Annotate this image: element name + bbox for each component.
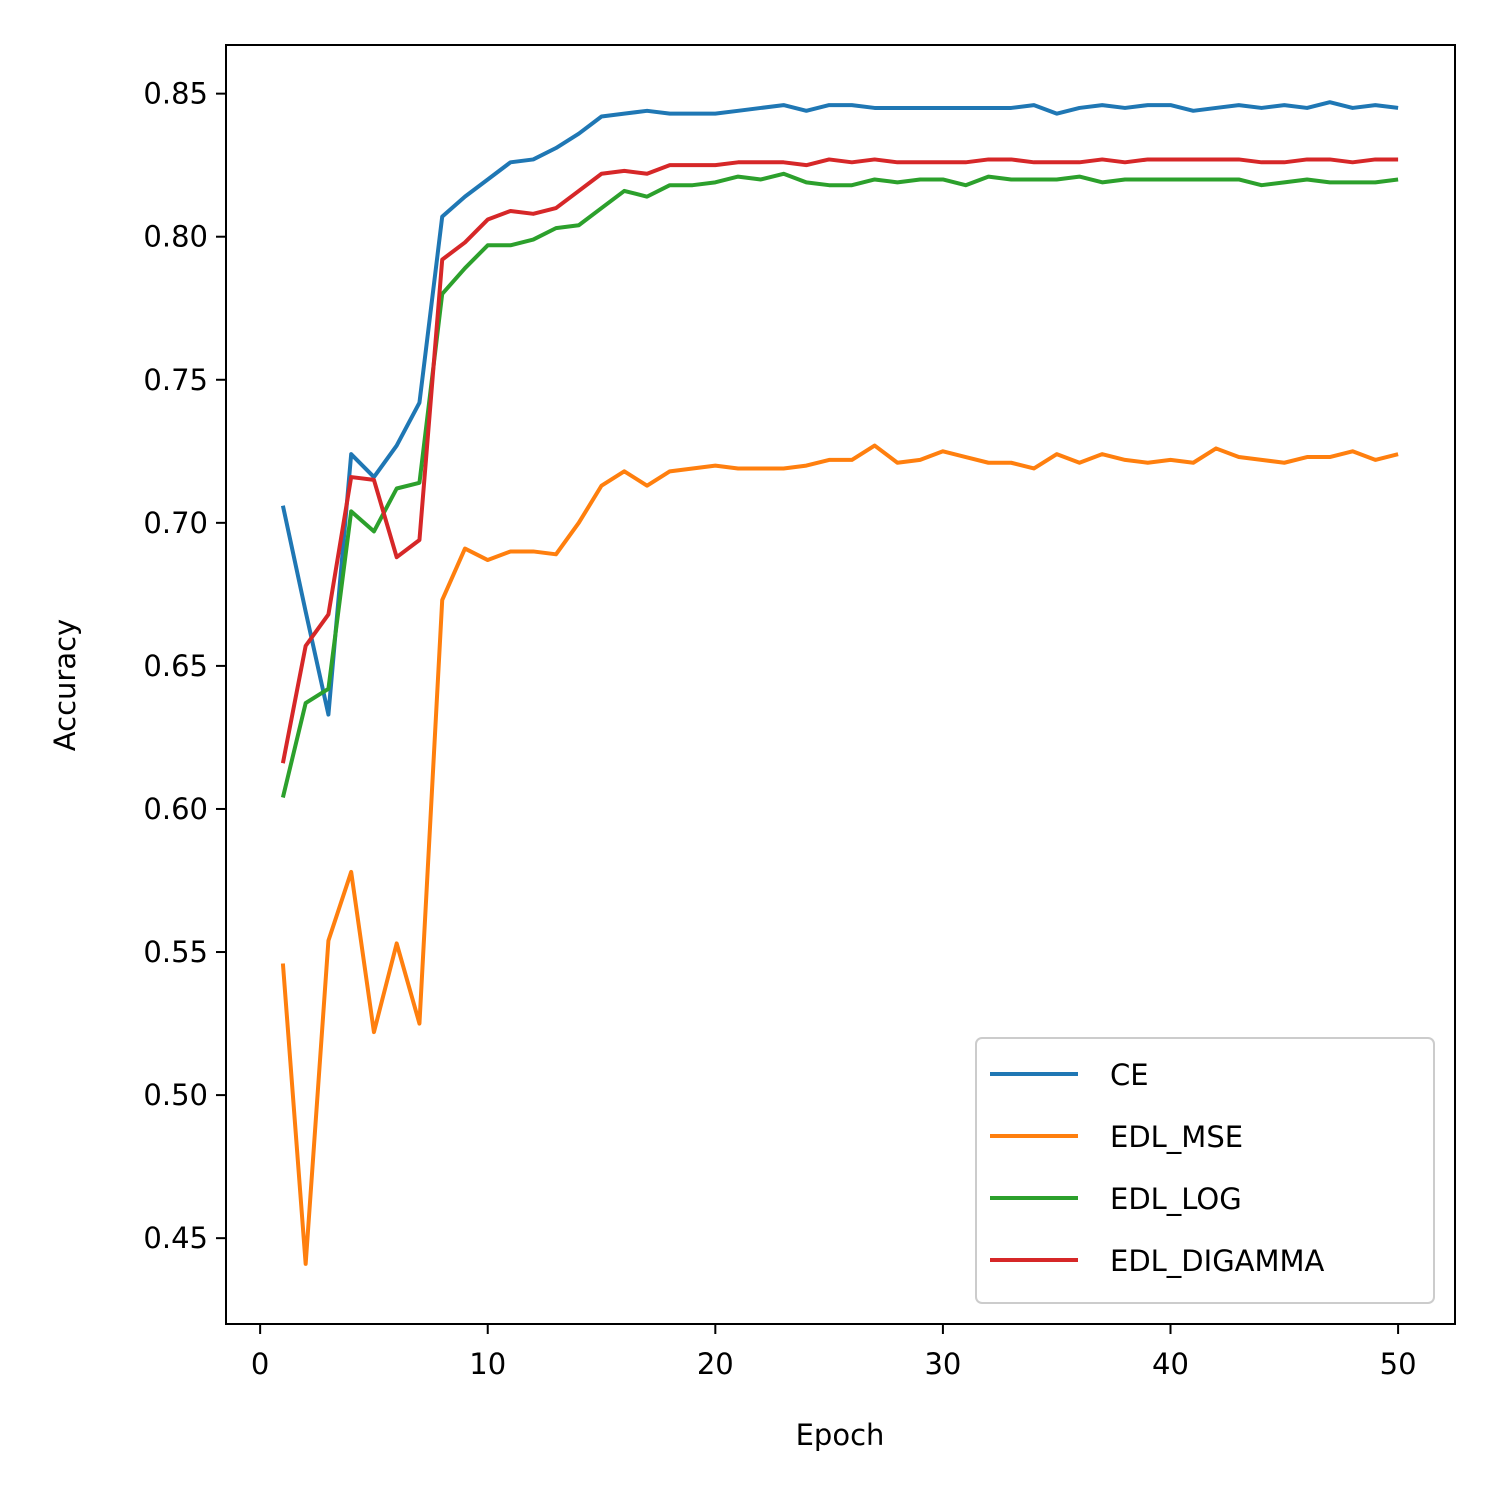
series-line-edl-digamma bbox=[280, 157, 1399, 764]
legend: CE EDL_MSE EDL_LOG EDL_DIGAMMA bbox=[975, 1037, 1435, 1304]
y-axis: 0.45 0.50 0.55 0.60 0.65 0.70 0.75 0.80 0.85 bbox=[143, 77, 226, 1255]
legend-label-ce: CE bbox=[1110, 1058, 1149, 1092]
x-tick-label: 10 bbox=[469, 1347, 506, 1381]
legend-items: CE EDL_MSE EDL_LOG EDL_DIGAMMA bbox=[990, 1058, 1325, 1278]
series-line-ce bbox=[280, 100, 1399, 717]
x-tick-label: 30 bbox=[924, 1347, 961, 1381]
x-axis: 0 10 20 30 40 50 bbox=[251, 1324, 1417, 1381]
y-tick-label: 0.80 bbox=[143, 220, 208, 254]
series-line-edl-mse bbox=[280, 443, 1399, 1266]
y-tick-label: 0.55 bbox=[143, 935, 208, 969]
series-layer bbox=[280, 100, 1399, 1266]
y-tick-label: 0.45 bbox=[143, 1221, 208, 1255]
y-axis-label: Accuracy bbox=[48, 619, 82, 751]
x-tick-label: 0 bbox=[251, 1347, 269, 1381]
legend-label-edl-mse: EDL_MSE bbox=[1110, 1120, 1243, 1154]
series-line-edl-log bbox=[280, 171, 1399, 798]
x-tick-label: 20 bbox=[697, 1347, 734, 1381]
x-tick-label: 50 bbox=[1380, 1347, 1417, 1381]
legend-box bbox=[975, 1037, 1435, 1304]
plot-frame bbox=[225, 44, 1456, 1325]
legend-label-edl-log: EDL_LOG bbox=[1110, 1182, 1242, 1216]
y-tick-label: 0.70 bbox=[143, 506, 208, 540]
y-tick-label: 0.85 bbox=[143, 77, 208, 111]
y-tick-label: 0.65 bbox=[143, 649, 208, 683]
y-tick-label: 0.60 bbox=[143, 792, 208, 826]
y-tick-label: 0.75 bbox=[143, 363, 208, 397]
x-tick-label: 40 bbox=[1152, 1347, 1189, 1381]
x-axis-label: Epoch bbox=[796, 1418, 885, 1452]
y-tick-label: 0.50 bbox=[143, 1078, 208, 1112]
legend-label-edl-digamma: EDL_DIGAMMA bbox=[1110, 1244, 1325, 1278]
